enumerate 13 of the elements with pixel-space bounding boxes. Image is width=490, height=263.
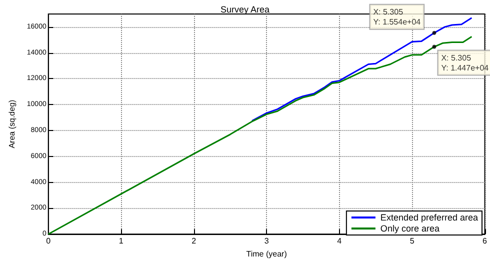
x-tick-label: 4 <box>337 236 342 246</box>
legend-label: Only core area <box>380 224 440 234</box>
annotation: X: 5.305 Y: 1.447e+04 <box>441 53 490 72</box>
y-axis-title: Area (sq.deg) <box>8 99 16 148</box>
x-tick-label: 1 <box>118 236 124 246</box>
chart-title: Survey Area <box>220 4 270 14</box>
x-tick-label: 3 <box>264 236 270 246</box>
x-tick-label: 5 <box>410 236 415 246</box>
x-tick-label: 6 <box>482 236 488 246</box>
x-tick-label: 2 <box>192 236 197 246</box>
legend-label: Extended preferred area <box>380 212 478 222</box>
annotation: X: 5.305 Y: 1.554e+04 <box>373 7 422 26</box>
x-axis-title: Time (year) <box>246 250 288 258</box>
